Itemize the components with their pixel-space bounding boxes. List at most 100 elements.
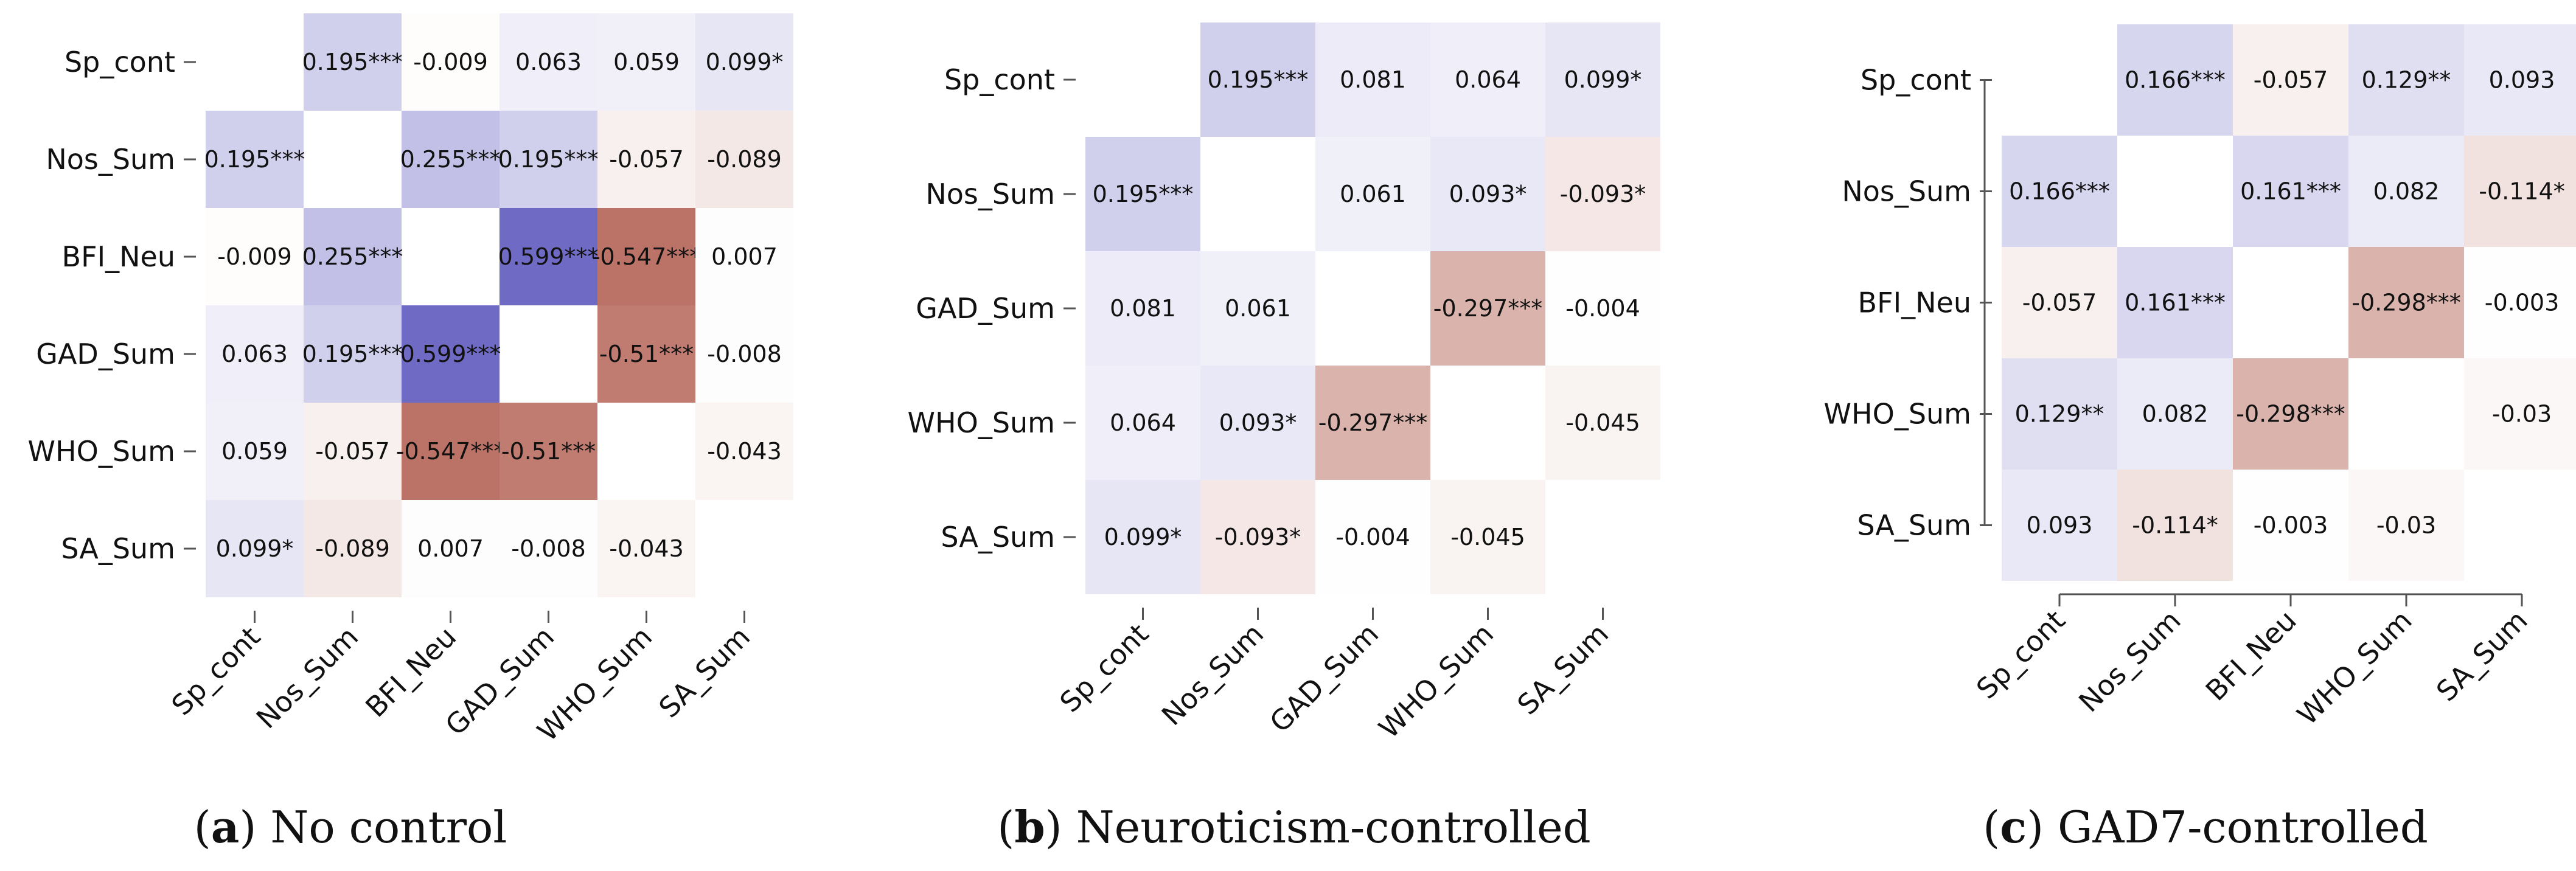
- heatmap-cell: [206, 111, 304, 208]
- cell-value-label: 0.195***: [204, 146, 305, 173]
- panel-caption: (a) No control: [194, 801, 507, 853]
- panel-caption: (b) Neuroticism-controlled: [997, 801, 1591, 853]
- cell-value-label: 0.093*: [1219, 409, 1297, 436]
- x-tick-label: WHO_Sum: [2291, 604, 2418, 732]
- cell-value-label: -0.045: [1565, 409, 1640, 436]
- heatmap-cell: [1545, 366, 1660, 480]
- heatmap-cell: [500, 13, 597, 111]
- cell-value-label: 0.093: [2027, 512, 2093, 539]
- cell-value-label: 0.063: [515, 49, 582, 75]
- cell-value-label: -0.298***: [2236, 401, 2345, 428]
- cell-value-label: 0.195***: [302, 341, 403, 367]
- cell-value-label: -0.547***: [592, 243, 701, 270]
- heatmap-cell: [2002, 470, 2117, 581]
- y-tick-label: Nos_Sum: [46, 143, 175, 176]
- heatmap-cell: [1315, 23, 1430, 137]
- cell-value-label: 0.099*: [1564, 66, 1642, 93]
- cell-value-label: -0.057: [2022, 290, 2097, 316]
- heatmap-cell: [2348, 136, 2464, 247]
- cell-value-label: -0.297***: [1318, 409, 1428, 436]
- cell-value-label: -0.089: [707, 146, 782, 173]
- cell-value-label: -0.03: [2492, 401, 2552, 428]
- cell-value-label: 0.195***: [1208, 66, 1309, 93]
- heatmap-cell: [1430, 137, 1545, 251]
- x-tick-label: Nos_Sum: [1155, 617, 1270, 732]
- x-tick-label: GAD_Sum: [1263, 617, 1385, 739]
- heatmap-cell: [1200, 366, 1315, 480]
- cell-value-label: 0.059: [613, 49, 680, 75]
- heatmap-cell: [695, 208, 793, 305]
- y-tick-label: SA_Sum: [1857, 509, 1971, 542]
- cell-value-label: -0.114*: [2479, 178, 2565, 205]
- cell-value-label: -0.009: [217, 243, 292, 270]
- heatmap-cell: [2002, 358, 2117, 470]
- cell-value-label: 0.093*: [1449, 181, 1527, 207]
- y-tick-label: Sp_cont: [1861, 64, 1971, 97]
- x-tick-label: Nos_Sum: [2072, 604, 2187, 719]
- heatmap-cell: [597, 13, 695, 111]
- heatmap-cell: [1085, 480, 1200, 594]
- heatmap-cell: [2348, 470, 2464, 581]
- cell-value-label: -0.004: [1335, 524, 1410, 550]
- cell-value-label: 0.161***: [2240, 178, 2341, 205]
- x-tick-label: Nos_Sum: [250, 620, 365, 735]
- cell-value-label: -0.043: [609, 535, 684, 562]
- cell-value-label: 0.093: [2489, 67, 2555, 94]
- cell-value-label: 0.059: [221, 438, 288, 465]
- heatmap-cell: [2117, 358, 2233, 470]
- heatmap-cell: [1200, 251, 1315, 366]
- heatmap-cell: [206, 208, 304, 305]
- cell-value-label: 0.082: [2142, 401, 2209, 428]
- heatmap-cell: [304, 403, 402, 500]
- cell-value-label: -0.297***: [1433, 295, 1543, 322]
- heatmap-cell: [2117, 247, 2233, 358]
- heatmap-cell: [1315, 137, 1430, 251]
- y-tick-label: Nos_Sum: [925, 178, 1055, 210]
- y-tick-label: SA_Sum: [941, 521, 1055, 553]
- cell-value-label: -0.03: [2376, 512, 2436, 539]
- heatmap-cell: [597, 111, 695, 208]
- cell-value-label: 0.099*: [1104, 524, 1182, 550]
- heatmap-cell: [1545, 23, 1660, 137]
- cell-value-label: 0.099*: [216, 535, 294, 562]
- heatmap-cell: [2233, 470, 2348, 581]
- cell-value-label: 0.195***: [302, 49, 403, 75]
- panel-caption-text: Neuroticism-controlled: [1076, 802, 1591, 853]
- panel-caption-text: No control: [270, 802, 507, 853]
- heatmap-cell: [597, 305, 695, 403]
- x-tick-label: Sp_cont: [1053, 617, 1155, 719]
- heatmap-cell: [206, 500, 304, 597]
- heatmap-cell: [2464, 24, 2576, 136]
- cell-value-label: 0.082: [2373, 178, 2440, 205]
- cell-value-label: -0.093*: [1560, 181, 1646, 207]
- heatmap-cell: [1085, 137, 1200, 251]
- cell-value-label: -0.009: [413, 49, 488, 75]
- y-tick-label: WHO_Sum: [28, 435, 175, 468]
- heatmap-cell: [2464, 247, 2576, 358]
- heatmap-cell: [402, 403, 500, 500]
- cell-value-label: 0.599***: [400, 341, 501, 367]
- x-tick-label: BFI_Neu: [2199, 604, 2303, 707]
- y-tick-label: WHO_Sum: [908, 406, 1055, 439]
- heatmap-cell: [2117, 24, 2233, 136]
- panel-caption-label: c: [2000, 801, 2027, 853]
- heatmap-cell: [695, 111, 793, 208]
- cell-value-label: 0.061: [1340, 181, 1406, 207]
- heatmap-cell: [2464, 136, 2576, 247]
- cell-value-label: 0.161***: [2125, 290, 2226, 316]
- cell-value-label: 0.129**: [2015, 401, 2104, 428]
- heatmap-cell: [402, 13, 500, 111]
- cell-value-label: -0.003: [2485, 290, 2560, 316]
- cell-value-label: -0.51***: [501, 438, 596, 465]
- heatmap-panel-b: 0.195*** 0.081 0.064 0.099* 0.195*** 0.061 0.0…: [908, 23, 1660, 853]
- cell-value-label: 0.129**: [2362, 67, 2451, 94]
- cell-value-label: 0.099*: [706, 49, 784, 75]
- cell-value-label: 0.255***: [302, 243, 403, 270]
- cell-value-label: -0.298***: [2351, 290, 2461, 316]
- heatmap-cell: [500, 403, 597, 500]
- cell-value-label: 0.195***: [1093, 181, 1194, 207]
- y-tick-label: BFI_Neu: [1858, 286, 1971, 319]
- y-tick-label: WHO_Sum: [1824, 398, 1971, 431]
- heatmap-cell: [304, 500, 402, 597]
